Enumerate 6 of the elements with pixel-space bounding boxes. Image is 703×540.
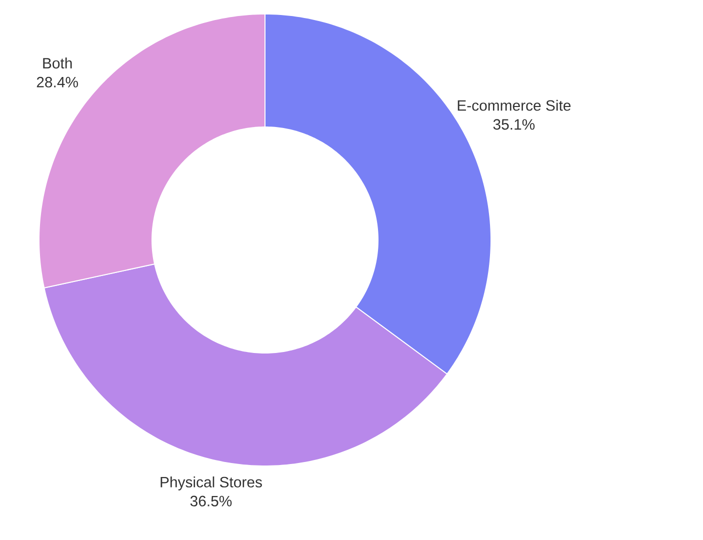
data-label: 36.5% <box>190 496 232 506</box>
slice-label: Both <box>43 58 72 69</box>
slice-label: E-commerce Site <box>458 100 571 111</box>
slice-label: Physical Stores <box>160 476 262 490</box>
data-label: 28.4% <box>36 76 78 88</box>
data-label: 35.1% <box>493 119 535 130</box>
